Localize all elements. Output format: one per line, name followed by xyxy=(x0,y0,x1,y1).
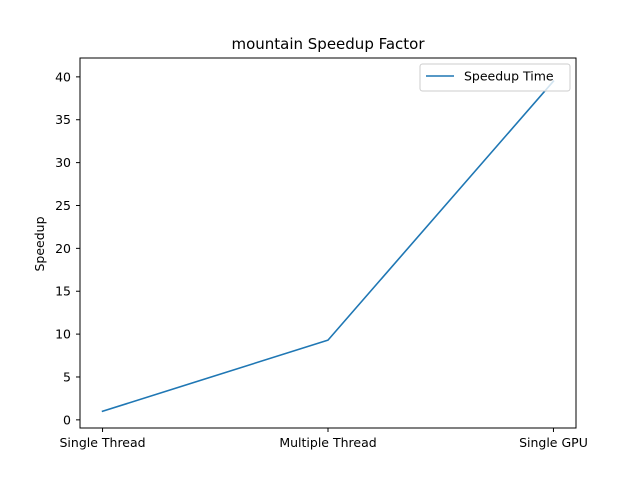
data-point xyxy=(327,339,329,341)
y-tick-label: 10 xyxy=(55,327,71,342)
legend-box xyxy=(419,63,571,92)
plot-frame xyxy=(79,57,577,429)
y-tick-label: 30 xyxy=(55,155,71,170)
legend: Speedup Time xyxy=(419,63,571,92)
y-tick-label: 15 xyxy=(55,284,71,299)
x-tick-label: Single GPU xyxy=(519,435,588,450)
legend-label-speedup-time: Speedup Time xyxy=(464,69,554,84)
ticks-layer: 0 5 10 15 20 25 30 35 40 Single Thread Multiple Th… xyxy=(55,69,588,450)
data-point xyxy=(102,410,104,412)
x-tick-label: Single Thread xyxy=(59,435,145,450)
y-tick-label: 35 xyxy=(55,112,71,127)
y-tick-label: 20 xyxy=(55,241,71,256)
series-layer xyxy=(101,80,555,413)
y-axis-label: Speedup xyxy=(32,216,47,271)
y-tick-label: 5 xyxy=(63,369,71,384)
x-tick-label: Multiple Thread xyxy=(279,435,376,450)
y-tick-label: 25 xyxy=(55,198,71,213)
chart-title: mountain Speedup Factor xyxy=(231,35,425,53)
series-line-0 xyxy=(101,80,555,413)
y-tick-label: 0 xyxy=(63,412,71,427)
y-tick-label: 40 xyxy=(55,69,71,84)
